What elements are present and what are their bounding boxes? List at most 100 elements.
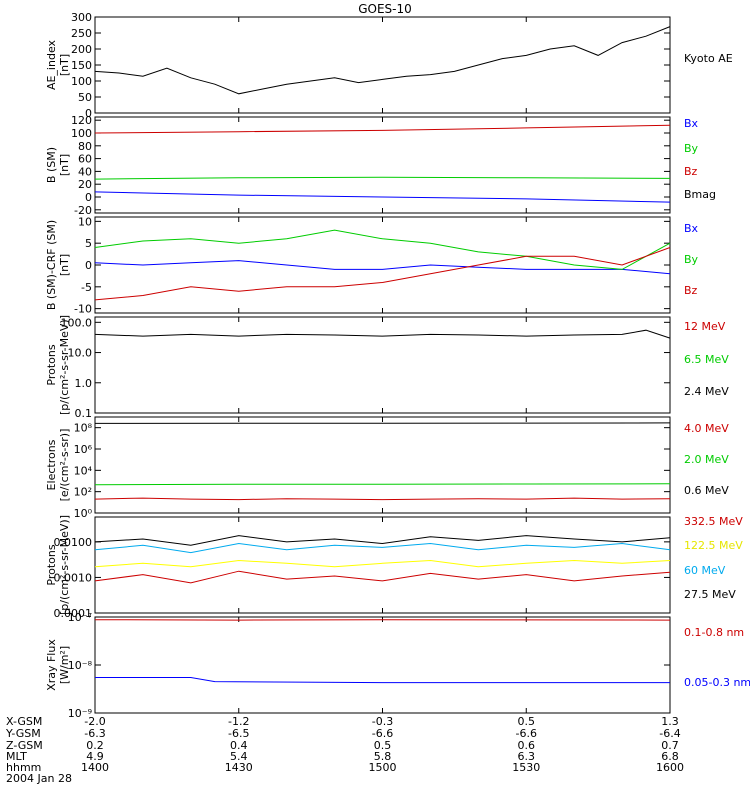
series-line-6-3 — [94, 542, 671, 554]
x-axis-value: -6.4 — [659, 727, 680, 740]
y-tick-label: 1.0 — [75, 377, 93, 390]
x-axis-value: -6.3 — [84, 727, 105, 740]
x-axis-row-label: hhmm — [6, 761, 41, 774]
legend-label: 2.4 MeV — [684, 385, 729, 398]
series-line-4-3 — [94, 329, 671, 339]
legend-label: 0.6 MeV — [684, 484, 729, 497]
y-axis-unit: [nT] — [58, 54, 71, 76]
panel-frame — [94, 616, 671, 714]
legend-label: Bx — [684, 117, 699, 130]
y-tick-label: 0.1 — [75, 407, 93, 420]
y-axis-label: Protons — [45, 544, 58, 585]
legend-label: Bx — [684, 222, 699, 235]
y-tick-label: 10.0 — [68, 347, 93, 360]
y-tick-label: 10 — [78, 215, 92, 228]
panel-frame — [94, 216, 671, 314]
legend-label: Kyoto AE — [684, 52, 733, 65]
panel-frame — [94, 316, 671, 414]
y-tick-label: 100 — [71, 75, 92, 88]
x-axis-row-label: Z-GSM — [6, 739, 43, 752]
y-tick-label: 10⁻⁹ — [68, 707, 92, 720]
panel-frame — [94, 16, 671, 114]
series-line-2-2 — [94, 176, 671, 180]
y-tick-label: 150 — [71, 59, 92, 72]
series-line-3-3 — [94, 247, 671, 301]
panel-3: -10 -5 0 5 10 B (SM)-CRF (SM) [nT] Bx By Bz — [45, 215, 699, 315]
y-tick-label: 100 — [71, 127, 92, 140]
legend-label: 4.0 MeV — [684, 422, 729, 435]
y-tick-label: -10 — [74, 303, 92, 316]
y-axis-unit: [nT] — [58, 254, 71, 276]
legend-label: 60 MeV — [684, 564, 726, 577]
y-tick-label: 0.0001 — [54, 607, 93, 620]
y-tick-label: 80 — [78, 140, 92, 153]
x-axis-value: 1430 — [225, 761, 253, 774]
y-axis-unit: [nT] — [58, 154, 71, 176]
x-axis-value: 5.8 — [374, 750, 392, 763]
x-axis-value: 0.5 — [374, 739, 392, 752]
series-line-5-2 — [94, 483, 671, 486]
legend-label: Bmag — [684, 188, 716, 201]
y-tick-label: 5 — [85, 237, 92, 250]
series-line-6-4 — [94, 535, 671, 546]
x-axis-value: -6.6 — [516, 727, 537, 740]
y-tick-label: -20 — [74, 204, 92, 217]
y-tick-label: 10⁶ — [74, 443, 93, 456]
chart-title: GOES-10 — [358, 2, 412, 16]
y-tick-label: 10⁰ — [74, 507, 93, 520]
x-axis-value: 0.2 — [86, 739, 104, 752]
series-line-6-1 — [94, 570, 671, 584]
x-axis-value: -0.3 — [372, 715, 393, 728]
series-line-3-2 — [94, 229, 671, 270]
panel-7: 10⁻⁹ 10⁻⁸ 10⁻⁷ Xray Flux [W/m²] 0.1-0.8 nm 0.0… — [45, 611, 750, 720]
y-axis-unit: [p/(cm²-s-sr-MeV)] — [58, 315, 71, 415]
series-line-5-3 — [94, 422, 671, 424]
x-axis-value: 0.7 — [661, 739, 679, 752]
x-axis-value: 1500 — [369, 761, 397, 774]
y-tick-label: 20 — [78, 178, 92, 191]
y-tick-label: 40 — [78, 165, 92, 178]
x-axis-value: 6.8 — [661, 750, 679, 763]
series-line-5-1 — [94, 497, 671, 501]
y-tick-label: 10⁸ — [74, 422, 93, 435]
series-line-7-2 — [95, 677, 670, 684]
legend-label: 332.5 MeV — [684, 515, 743, 528]
y-axis-label: B (SM)-CRF (SM) — [45, 220, 58, 310]
x-axis-value: 1400 — [81, 761, 109, 774]
y-tick-label: 10² — [74, 486, 92, 499]
y-axis-unit: [e/(cm²-s-sr)] — [58, 429, 71, 502]
y-tick-label: 0 — [85, 191, 92, 204]
x-axis-row-label: Y-GSM — [5, 727, 41, 740]
y-tick-label: 300 — [71, 11, 92, 24]
y-tick-label: 0 — [85, 107, 92, 120]
x-axis-value: -2.0 — [84, 715, 105, 728]
legend-label: By — [684, 253, 699, 266]
y-tick-label: 120 — [71, 114, 92, 127]
x-axis-row-label: X-GSM — [6, 715, 42, 728]
legend-label: Bz — [684, 284, 698, 297]
x-axis-value: 0.5 — [518, 715, 536, 728]
panel-frame — [94, 116, 671, 214]
series-line-3-1 — [94, 260, 671, 275]
y-tick-label: 250 — [71, 27, 92, 40]
x-axis-value: 6.3 — [518, 750, 536, 763]
y-tick-label: 50 — [78, 91, 92, 104]
y-tick-label: 0.0010 — [54, 571, 93, 584]
legend-label: 27.5 MeV — [684, 588, 736, 601]
y-tick-label: 0.0100 — [54, 536, 93, 549]
y-axis-label: AE_index — [45, 39, 58, 90]
series-line-2-1 — [94, 191, 671, 203]
x-axis-value: 0.6 — [518, 739, 536, 752]
y-tick-label: 200 — [71, 43, 92, 56]
legend-label: By — [684, 142, 699, 155]
legend-label: 12 MeV — [684, 320, 726, 333]
y-axis-label: Protons — [45, 344, 58, 385]
legend-label: 6.5 MeV — [684, 353, 729, 366]
legend-label: 2.0 MeV — [684, 453, 729, 466]
x-axis-value: -6.5 — [228, 727, 249, 740]
x-axis-value: -6.6 — [372, 727, 393, 740]
